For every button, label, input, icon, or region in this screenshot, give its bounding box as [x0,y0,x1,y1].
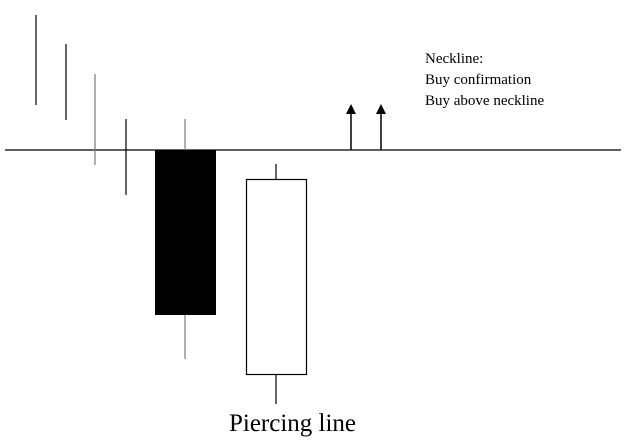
bearish-candle-body [155,150,216,315]
pattern-caption: Piercing line [228,410,357,437]
neckline-annotation: Neckline: Buy confirmation Buy above nec… [425,49,544,112]
annotation-line-buy-confirmation: Buy confirmation [425,72,532,88]
annotation-line-buy-above-neckline: Buy above neckline [425,93,545,109]
bullish-candle-body [245,178,308,376]
annotation-line-neckline: Neckline: [425,51,484,67]
buy-arrow-1 [346,104,356,150]
buy-arrow-2 [376,104,386,150]
